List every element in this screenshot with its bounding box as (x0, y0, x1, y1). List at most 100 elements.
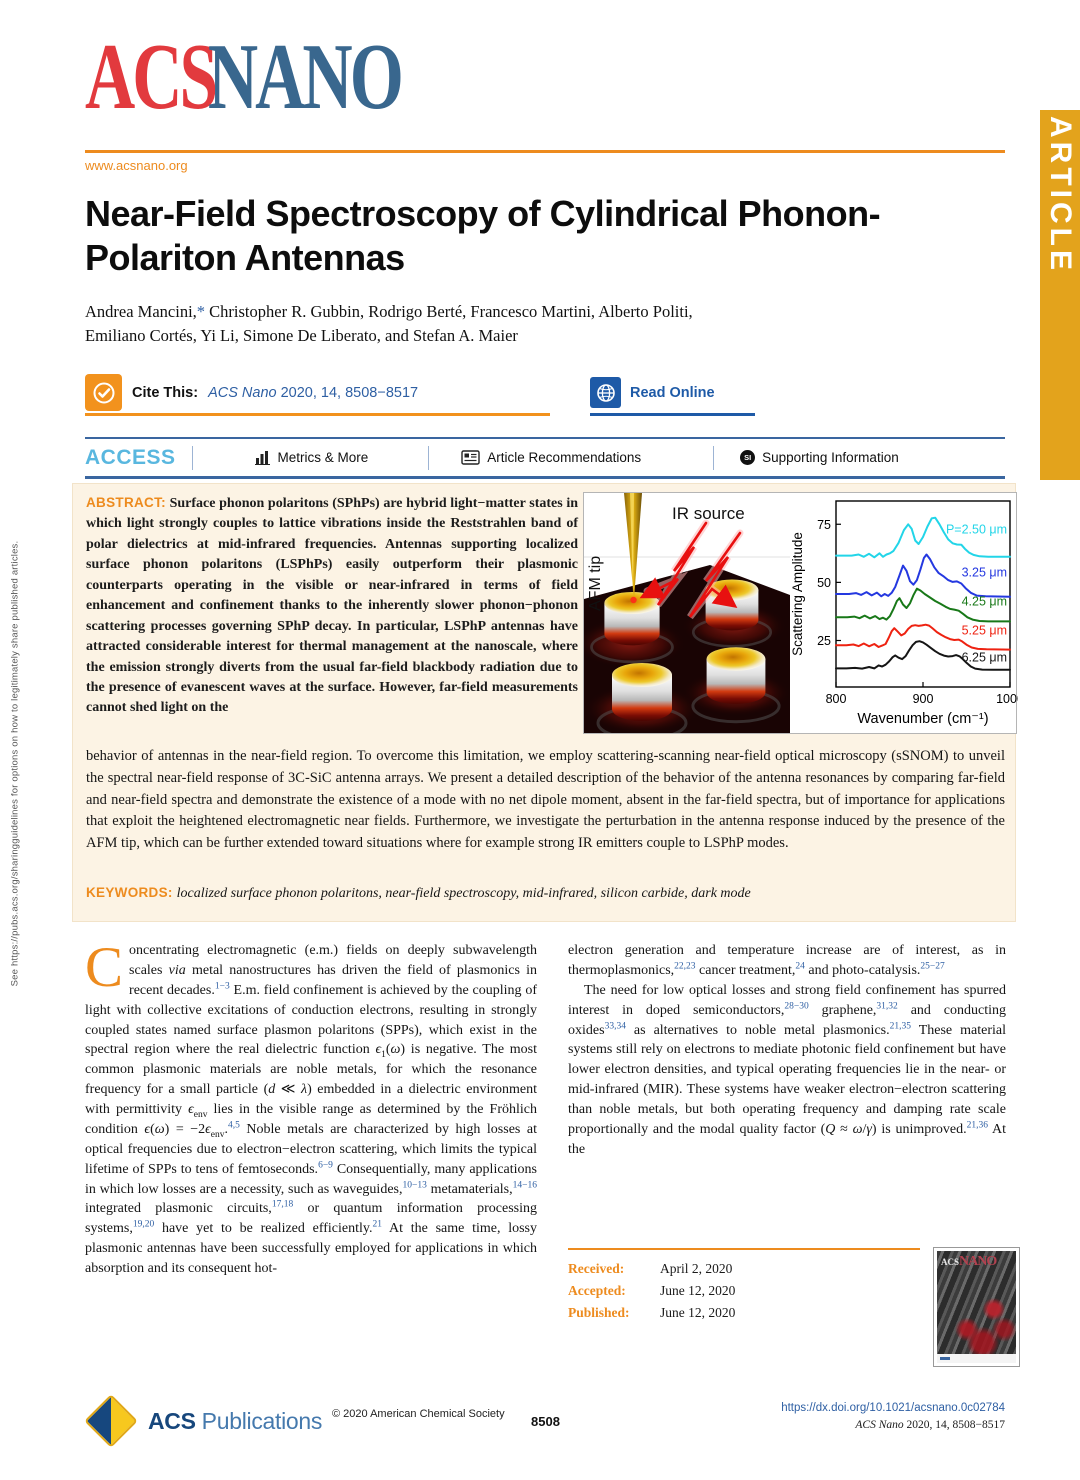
spectra-chart: 800 900 1000 25 50 75 P=2.50 μm 3.25 μm 4.25 μm 5… (790, 493, 1024, 733)
date-label: Accepted: (568, 1282, 626, 1298)
x-tick-label: 800 (826, 692, 847, 706)
publisher-name: Publications (201, 1407, 323, 1434)
y-tick-label: 25 (817, 634, 831, 648)
recommendations-label: Article Recommendations (487, 450, 642, 465)
y-tick-label: 75 (817, 518, 831, 532)
spectrum-3.25 (835, 553, 1011, 598)
y-tick-label: 50 (817, 576, 831, 590)
access-link[interactable]: ACCESS (85, 445, 176, 469)
spectrum-2.50 (835, 516, 1011, 559)
citation-text: ACS Nano 2020, 14, 8508−8517 (208, 385, 418, 401)
ir-beam-left (639, 521, 708, 606)
spectrum-4.25 (835, 587, 1011, 623)
journal-cover-thumbnail[interactable]: ACSNANO (933, 1247, 1020, 1367)
series-label: 3.25 μm (962, 566, 1007, 580)
metrics-and-more-link[interactable]: Metrics & More (254, 450, 369, 465)
acs-diamond-icon (84, 1394, 138, 1448)
cover-logo-acs: ACS (941, 1257, 960, 1267)
cover-logo-nano: NANO (959, 1254, 997, 1269)
toc-graphic: AFM tip IR source 800 900 1000 25 50 75 P=2.50… (583, 492, 1024, 734)
article-recommendations-link[interactable]: Article Recommendations (461, 450, 641, 465)
series-label: P=2.50 μm (946, 523, 1007, 537)
spectrum-6.25 (835, 640, 1011, 671)
globe-icon (590, 377, 621, 408)
journal-logo: ACSNANO (85, 30, 404, 124)
abstract-body-left: Surface phonon polaritons (SPhPs) are hy… (86, 496, 579, 716)
publisher-acs: ACS (148, 1407, 196, 1434)
masthead-rule (85, 150, 1005, 153)
keywords-text: localized surface phonon polaritons, nea… (176, 886, 751, 901)
logo-acs: ACS (85, 25, 218, 129)
author-line: Emiliano Cortés, Yi Li, Simone De Libera… (85, 325, 518, 345)
x-tick-label: 900 (913, 692, 934, 706)
cite-check-icon (85, 374, 122, 411)
date-row: Published: June 12, 2020 (568, 1302, 920, 1324)
si-icon: SI (740, 450, 756, 465)
cover-logo: ACSNANO (941, 1253, 997, 1269)
abstract-text-bottom: behavior of antennas in the near-field r… (86, 748, 1005, 851)
spectra-plot: 800 900 1000 25 50 75 P=2.50 μm 3.25 μm 4.25 μm 5… (790, 500, 1024, 727)
separator (713, 445, 715, 470)
series-label: 4.25 μm (962, 595, 1007, 609)
author-line: Andrea Mancini,* Christopher R. Gubbin, … (85, 302, 693, 321)
ir-beam-right (688, 531, 742, 618)
page-number: 8508 (531, 1414, 560, 1429)
drop-cap: C (85, 936, 124, 999)
acs-publications-logo: ACS Publications (84, 1394, 323, 1448)
journal-reference: ACS Nano 2020, 14, 8508−8517 (855, 1418, 1005, 1431)
read-online-button[interactable]: Read Online (590, 372, 755, 416)
dates-box: Received: April 2, 2020 Accepted: June 12, … (568, 1248, 920, 1324)
cover-image: ACSNANO (937, 1251, 1016, 1363)
citation-bar: Cite This: ACS Nano 2020, 14, 8508−8517 … (85, 372, 1005, 416)
article-type-banner: ARTICLE (1040, 110, 1080, 480)
series-label: 6.25 μm (962, 650, 1007, 664)
abstract-text-left: ABSTRACT: Surface phonon polaritons (SPh… (86, 493, 578, 719)
citation-rest: 2020, 14, 8508−8517 (276, 384, 419, 401)
bar-chart-icon (254, 451, 270, 465)
citation-journal: ACS Nano (208, 384, 277, 401)
access-bar: ACCESS Metrics & More Article Recommenda… (85, 437, 1005, 479)
journal-website-link[interactable]: www.acsnano.org (85, 158, 188, 173)
copyright-notice: © 2020 American Chemical Society (332, 1408, 505, 1420)
y-axis-label: Scattering Amplitude (790, 532, 805, 656)
doi-link[interactable]: https://dx.doi.org/10.1021/acsnano.0c027… (781, 1402, 1005, 1414)
body-column-right: electron generation and temperature incr… (568, 941, 1006, 1160)
abstract-panel: ABSTRACT: Surface phonon polaritons (SPh… (72, 483, 1024, 922)
series-label: 5.25 μm (962, 624, 1007, 638)
sharing-guidelines-note: See https://pubs.acs.org/sharingguidelin… (9, 540, 21, 987)
date-row: Received: April 2, 2020 (568, 1258, 920, 1280)
metrics-label: Metrics & More (277, 450, 369, 465)
supporting-information-link[interactable]: SI Supporting Information (740, 450, 899, 465)
doi-block: https://dx.doi.org/10.1021/acsnano.0c027… (781, 1400, 1005, 1433)
ir-source-label: IR source (672, 504, 745, 523)
keywords-label: KEYWORDS: (86, 885, 173, 900)
cite-this-label: Cite This: (132, 384, 199, 401)
antenna-array-illustration: AFM tip IR source (584, 493, 790, 733)
date-value: June 12, 2020 (660, 1282, 736, 1298)
date-row: Accepted: June 12, 2020 (568, 1280, 920, 1302)
separator (428, 445, 430, 470)
supporting-label: Supporting Information (762, 450, 899, 465)
date-value: April 2, 2020 (660, 1261, 733, 1276)
cite-this[interactable]: Cite This: ACS Nano 2020, 14, 8508−8517 (85, 372, 550, 416)
afm-tip-label: AFM tip (587, 556, 604, 611)
keywords-line: KEYWORDS: localized surface phonon polar… (86, 884, 1005, 902)
author-list: Andrea Mancini,* Christopher R. Gubbin, … (85, 300, 995, 348)
x-axis-label: Wavenumber (cm⁻¹) (857, 711, 988, 727)
spectrum-5.25 (835, 623, 1011, 651)
read-online-label: Read Online (630, 384, 715, 401)
date-label: Published: (568, 1304, 630, 1320)
x-tick-label: 1000 (996, 692, 1018, 706)
date-label: Received: (568, 1261, 625, 1276)
date-value: June 12, 2020 (660, 1304, 736, 1320)
cover-footer-strip (937, 1354, 1016, 1363)
body-paragraph: The need for low optical losses and stro… (568, 982, 1007, 1157)
logo-nano: NANO (207, 25, 404, 129)
article-recommendations-icon (461, 450, 480, 465)
abstract-label: ABSTRACT: (86, 495, 166, 510)
separator (191, 445, 193, 470)
body-paragraph: electron generation and temperature incr… (568, 943, 1006, 978)
